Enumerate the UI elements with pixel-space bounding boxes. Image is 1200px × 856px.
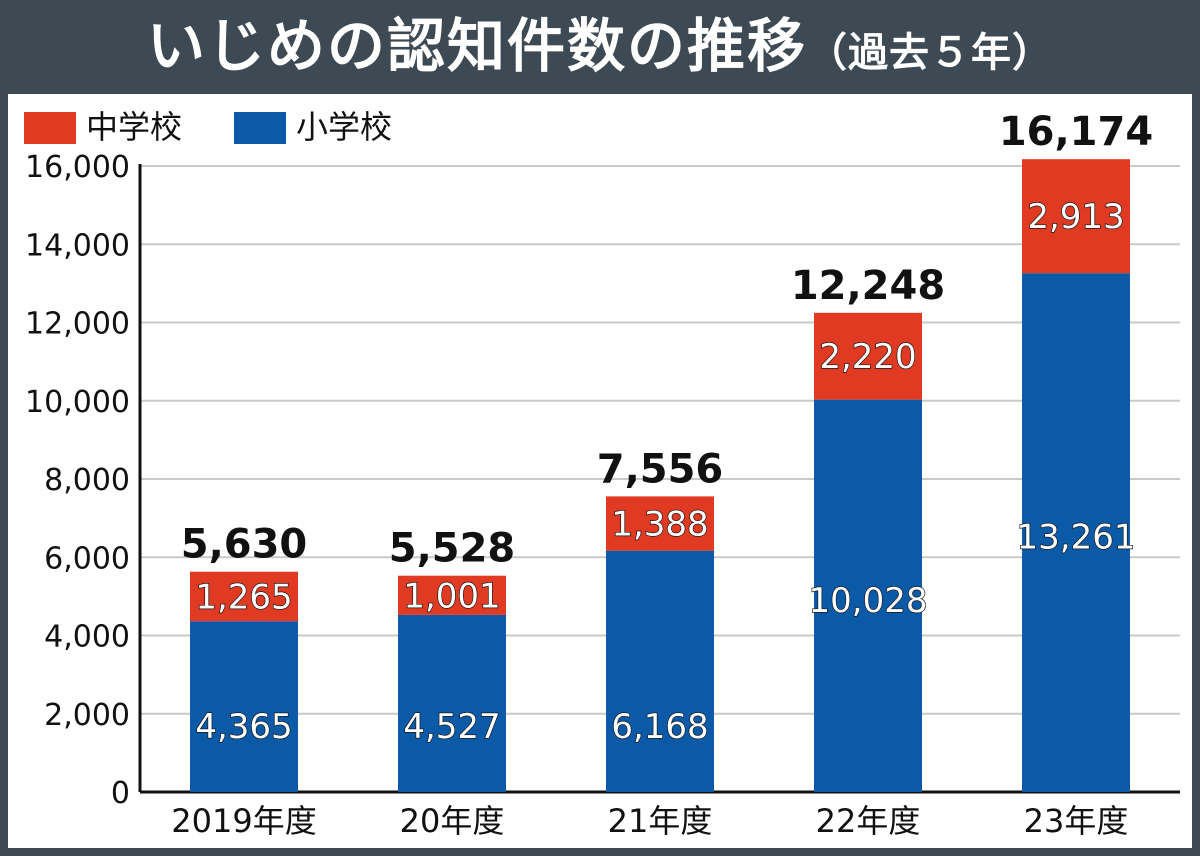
data-label-elementary: 13,261 bbox=[1017, 518, 1136, 558]
y-tick-label: 16,000 bbox=[25, 150, 130, 185]
x-category-label: 20年度 bbox=[400, 802, 505, 840]
total-label: 16,174 bbox=[999, 109, 1153, 155]
x-category-label: 23年度 bbox=[1024, 802, 1129, 840]
y-tick-label: 0 bbox=[111, 776, 130, 811]
bar-middle-school bbox=[1022, 159, 1130, 274]
x-category-label: 22年度 bbox=[816, 802, 921, 840]
legend-label-middle-school: 中学校 bbox=[86, 108, 183, 146]
total-label: 5,528 bbox=[389, 526, 516, 572]
bar-middle-school bbox=[606, 496, 714, 551]
y-tick-label: 6,000 bbox=[44, 541, 130, 576]
bar-elementary-school bbox=[814, 399, 922, 792]
stacked-bar-chart: 0 2,000 4,000 6,000 8,000 10,000 12,000 14,000 1… bbox=[25, 109, 1180, 840]
legend-swatch-middle-school bbox=[24, 112, 76, 144]
y-tick-label: 12,000 bbox=[25, 307, 130, 342]
data-label-middle: 1,265 bbox=[195, 577, 292, 617]
data-label-middle: 1,001 bbox=[403, 576, 500, 616]
data-label-middle: 2,913 bbox=[1027, 197, 1124, 237]
y-tick-label: 8,000 bbox=[44, 463, 130, 498]
data-label-elementary: 4,365 bbox=[195, 707, 292, 747]
bar-middle-school bbox=[398, 575, 506, 615]
total-label: 5,630 bbox=[181, 522, 308, 568]
bar-elementary-school bbox=[606, 550, 714, 792]
data-label-elementary: 4,527 bbox=[403, 707, 500, 747]
x-category-label: 21年度 bbox=[608, 802, 713, 840]
data-label-middle: 1,388 bbox=[611, 505, 708, 545]
y-tick-label: 2,000 bbox=[44, 698, 130, 733]
title-sub: （過去５年） bbox=[807, 30, 1053, 76]
data-label-elementary: 6,168 bbox=[611, 707, 708, 747]
data-label-middle: 2,220 bbox=[819, 337, 916, 377]
x-category-label: 2019年度 bbox=[171, 802, 316, 840]
bar-elementary-school bbox=[398, 614, 506, 792]
y-tick-label: 4,000 bbox=[44, 620, 130, 655]
bar-middle-school bbox=[814, 312, 922, 400]
total-label: 7,556 bbox=[597, 446, 724, 492]
legend-label-elementary-school: 小学校 bbox=[296, 108, 393, 146]
bar-elementary-school bbox=[1022, 273, 1130, 792]
title-main: いじめの認知件数の推移 bbox=[146, 12, 807, 80]
y-tick-label: 14,000 bbox=[25, 228, 130, 263]
total-label: 12,248 bbox=[791, 263, 945, 309]
chart-title: いじめの認知件数の推移（過去５年） bbox=[0, 0, 1200, 92]
y-tick-label: 10,000 bbox=[25, 385, 130, 420]
bar-middle-school bbox=[190, 571, 298, 622]
data-label-elementary: 10,028 bbox=[809, 581, 928, 621]
chart-panel: 中学校 小学校 0 2,000 4,000 6,000 8,000 10,000 12,00… bbox=[8, 94, 1192, 848]
bar-elementary-school bbox=[190, 621, 298, 792]
legend-swatch-elementary-school bbox=[234, 112, 286, 144]
